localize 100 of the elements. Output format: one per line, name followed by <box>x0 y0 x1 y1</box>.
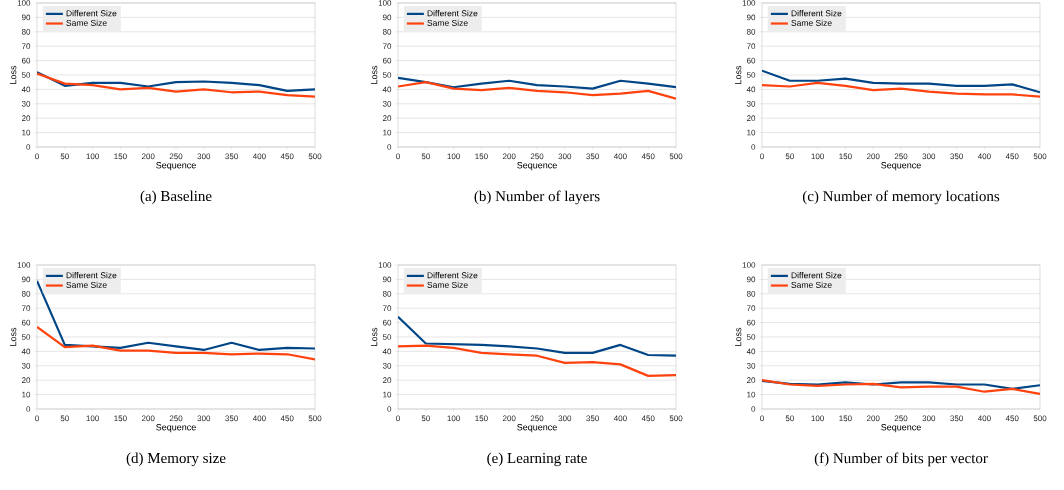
x-tick-label: 100 <box>86 415 99 422</box>
x-tick-label: 300 <box>558 153 572 160</box>
y-axis-title: Loss <box>735 327 742 346</box>
y-tick-label: 20 <box>21 377 31 384</box>
y-tick-label: 80 <box>746 28 756 35</box>
x-tick-label: 150 <box>114 153 127 160</box>
x-tick-label: 250 <box>894 415 908 422</box>
y-axis-title: Loss <box>735 65 742 84</box>
x-tick-label: 200 <box>502 415 516 422</box>
x-tick-label: 300 <box>922 415 936 422</box>
x-tick-label: 250 <box>894 153 908 160</box>
x-tick-label: 50 <box>60 415 69 422</box>
y-tick-label: 30 <box>21 362 31 369</box>
x-tick-label: 400 <box>252 153 266 160</box>
x-tick-label: 300 <box>922 153 936 160</box>
y-tick-label: 10 <box>383 391 392 398</box>
x-tick-label: 150 <box>475 153 488 160</box>
x-tick-label: 350 <box>950 153 963 160</box>
y-tick-label: 50 <box>21 334 31 340</box>
y-tick-label: 10 <box>383 129 392 136</box>
x-tick-label: 500 <box>669 415 683 422</box>
y-tick-label: 20 <box>382 115 392 122</box>
y-tick-label: 60 <box>747 57 756 64</box>
x-tick-label: 250 <box>530 153 544 160</box>
x-tick-label: 0 <box>760 415 764 422</box>
x-tick-label: 0 <box>396 153 400 160</box>
y-tick-label: 10 <box>22 129 31 136</box>
text: (d) Memory size <box>126 452 226 467</box>
line-series <box>762 69 1041 94</box>
y-tick-label: 70 <box>21 43 31 50</box>
y-tick-label: 10 <box>747 129 756 136</box>
x-tick-label: 150 <box>839 415 852 422</box>
x-tick-label: 100 <box>447 415 460 422</box>
y-tick-label: 30 <box>382 362 392 369</box>
x-tick-label: 50 <box>421 153 430 160</box>
y-tick-label: 20 <box>382 377 392 384</box>
y-tick-label: 20 <box>21 115 31 122</box>
x-tick-label: 0 <box>35 153 39 160</box>
line-series <box>762 379 1041 390</box>
y-tick-label: 100 <box>742 262 756 268</box>
x-tick-label: 500 <box>1033 415 1047 422</box>
y-tick-label: 50 <box>746 334 756 340</box>
y-tick-label: 60 <box>382 319 392 326</box>
y-tick-label: 90 <box>746 276 756 283</box>
y-tick-label: 30 <box>746 100 756 107</box>
x-tick-label: 450 <box>641 415 655 422</box>
y-tick-label: 10 <box>747 391 756 398</box>
line-series <box>37 279 315 352</box>
legend-label: Same Size <box>427 19 468 26</box>
x-axis-title: Sequence <box>517 162 557 171</box>
line-series <box>37 71 315 92</box>
x-tick-label: 150 <box>114 415 127 422</box>
x-axis-title: Sequence <box>881 162 921 171</box>
line-series <box>398 76 676 90</box>
y-tick-label: 90 <box>21 14 31 21</box>
y-tick-label: 60 <box>382 57 392 64</box>
x-tick-label: 350 <box>225 415 238 422</box>
text: (c) Number of memory locations <box>802 190 1000 205</box>
x-tick-label: 200 <box>866 153 880 160</box>
legend-label: Different Size <box>66 272 117 279</box>
legend-label: Different Size <box>66 10 117 17</box>
x-tick-label: 250 <box>169 415 183 422</box>
y-tick-label: 0 <box>387 406 392 412</box>
x-axis-title: Sequence <box>156 424 196 433</box>
y-tick-label: 90 <box>382 276 392 283</box>
y-tick-label: 100 <box>378 0 392 6</box>
x-tick-label: 350 <box>950 415 963 422</box>
x-tick-label: 450 <box>641 153 655 160</box>
x-tick-label: 450 <box>1005 153 1019 160</box>
y-tick-label: 100 <box>17 262 31 268</box>
x-tick-label: 50 <box>60 153 69 160</box>
text: (e) Learning rate <box>487 452 587 467</box>
x-tick-label: 400 <box>613 415 627 422</box>
x-tick-label: 300 <box>197 415 211 422</box>
x-tick-label: 400 <box>977 153 991 160</box>
x-tick-label: 350 <box>586 153 599 160</box>
y-tick-label: 80 <box>21 28 31 35</box>
y-tick-label: 0 <box>26 144 31 150</box>
y-tick-label: 70 <box>747 43 756 50</box>
y-tick-label: 90 <box>382 14 392 21</box>
x-tick-label: 150 <box>839 153 852 160</box>
y-tick-label: 0 <box>387 144 392 150</box>
x-tick-label: 350 <box>225 153 238 160</box>
y-tick-label: 60 <box>21 319 31 326</box>
x-tick-label: 400 <box>977 415 991 422</box>
y-tick-label: 100 <box>742 0 756 6</box>
text: (b) Number of layers <box>474 190 600 205</box>
y-tick-label: 20 <box>747 115 756 122</box>
x-tick-label: 250 <box>169 153 183 160</box>
text: (f) Number of bits per vector <box>814 452 988 467</box>
y-tick-label: 0 <box>26 406 31 412</box>
x-tick-label: 450 <box>280 415 294 422</box>
x-tick-label: 150 <box>475 415 488 422</box>
legend-label: Same Size <box>66 19 107 26</box>
y-tick-label: 70 <box>21 305 31 312</box>
x-tick-label: 200 <box>141 153 155 160</box>
legend-label: Same Size <box>66 281 107 288</box>
x-tick-label: 200 <box>866 415 880 422</box>
y-axis-title: Loss <box>10 327 17 346</box>
y-tick-label: 80 <box>382 290 392 297</box>
